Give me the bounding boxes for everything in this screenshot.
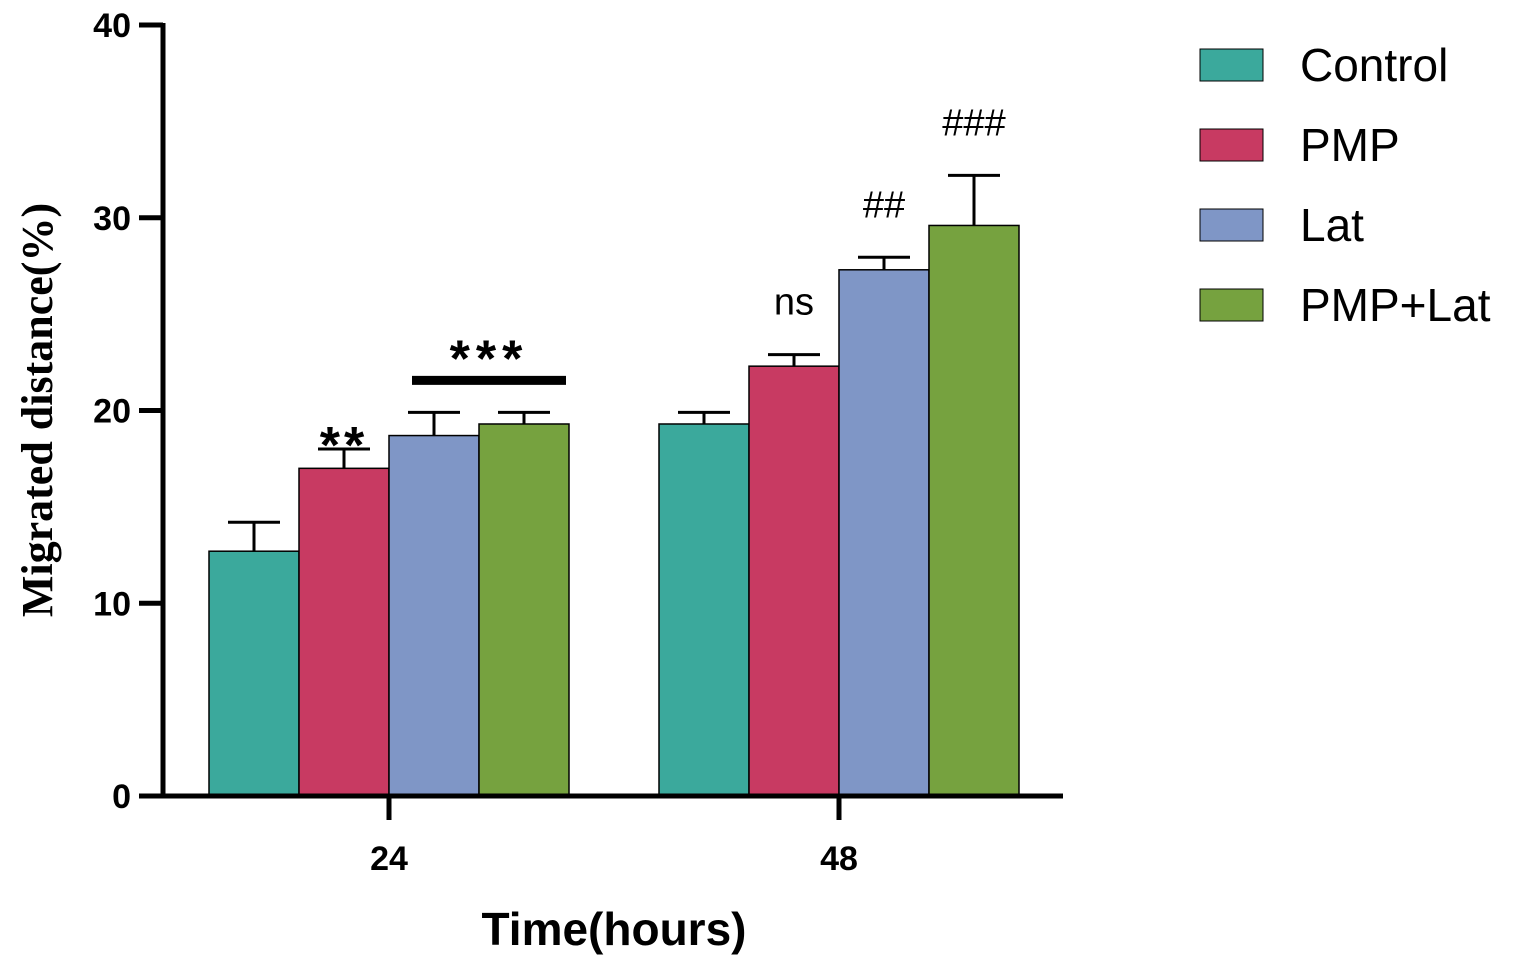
y-tick-label: 20 [93, 393, 131, 431]
y-tick-label: 30 [93, 200, 131, 238]
x-tick-label: 48 [820, 840, 858, 878]
y-tick-label: 10 [93, 585, 131, 623]
bar-control-48 [658, 423, 750, 797]
x-axis-label: Time(hours) [482, 903, 747, 955]
legend-swatch [1199, 48, 1264, 82]
y-tick-label: 0 [112, 778, 131, 816]
y-tick-label: 40 [93, 7, 131, 45]
legend-label: PMP+Lat [1300, 279, 1491, 331]
legend-label: PMP [1300, 119, 1400, 171]
significance-label: ns [774, 282, 814, 324]
bar-control-24 [208, 550, 300, 797]
legend-swatch [1199, 288, 1264, 322]
bar-lat-48 [838, 269, 930, 797]
significance-label: ** [320, 417, 368, 475]
legend-label: Lat [1300, 199, 1364, 251]
legend-swatch [1199, 208, 1264, 242]
x-tick-label: 24 [370, 840, 408, 878]
legend-label: Control [1300, 39, 1448, 91]
bar-pmp-48 [748, 365, 840, 797]
bar-pmp-24 [298, 467, 390, 797]
bar-pmp-lat-48 [928, 224, 1020, 797]
significance-label: ## [863, 184, 905, 226]
y-axis-label: Migrated distance(%) [13, 203, 62, 617]
legend-swatch [1199, 128, 1264, 162]
significance-label: *** [450, 330, 529, 388]
bar-lat-24 [388, 434, 480, 797]
bar-pmp-lat-24 [478, 423, 570, 797]
significance-label: ### [942, 102, 1005, 144]
